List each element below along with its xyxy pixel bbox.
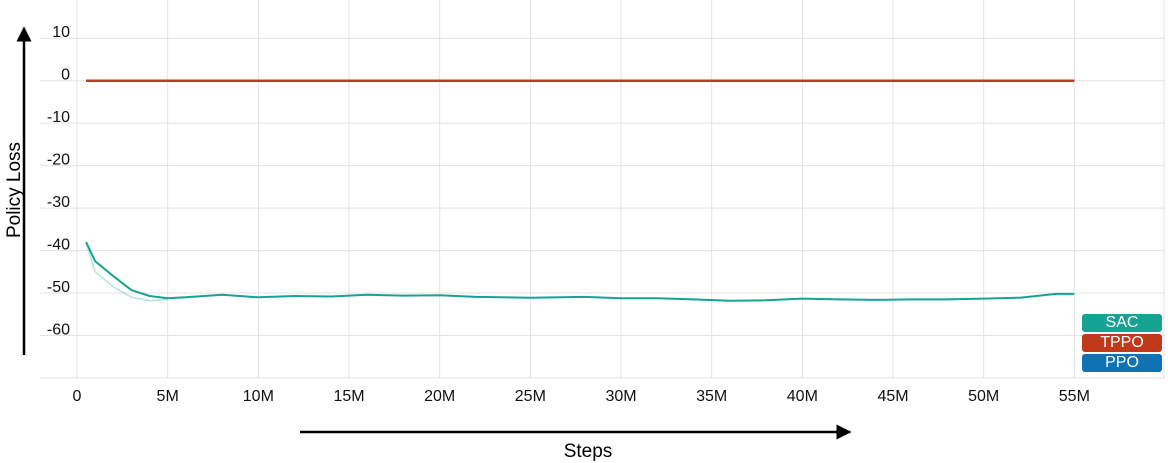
x-tick-label: 55M <box>1059 388 1090 405</box>
x-tick-label: 35M <box>696 388 727 405</box>
x-tick-label: 40M <box>787 388 818 405</box>
grid-lines <box>40 0 1165 379</box>
x-tick-label: 50M <box>968 388 999 405</box>
y-tick-label: 0 <box>61 67 70 84</box>
x-tick-label: 5M <box>157 388 179 405</box>
legend: SAC TPPO PPO <box>1082 314 1162 374</box>
y-tick-label: -20 <box>47 152 70 169</box>
legend-item-sac[interactable]: SAC <box>1082 314 1162 332</box>
x-tick-label: 30M <box>605 388 636 405</box>
y-axis-label: Policy Loss <box>4 142 25 238</box>
axis-arrows <box>16 26 852 440</box>
y-tick-label: -10 <box>47 109 70 126</box>
x-tick-label: 15M <box>333 388 364 405</box>
legend-item-tppo[interactable]: TPPO <box>1082 334 1162 352</box>
series-lines <box>85 79 1075 302</box>
y-tick-label: -40 <box>47 237 70 254</box>
series-line-sac <box>85 241 1075 302</box>
tick-labels: 0 5M 10M 15M 20M 25M 30M 35M 40M 45M 50M 55M 10 0 -10 -… <box>47 24 1090 405</box>
x-tick-label: 20M <box>424 388 455 405</box>
x-tick-label: 45M <box>877 388 908 405</box>
y-tick-label: 10 <box>52 24 70 41</box>
y-tick-label: -50 <box>47 279 70 296</box>
x-tick-label: 25M <box>515 388 546 405</box>
legend-item-ppo[interactable]: PPO <box>1082 354 1162 372</box>
y-tick-label: -30 <box>47 194 70 211</box>
series-line-sac-raw <box>85 241 168 302</box>
y-tick-label: -60 <box>47 322 70 339</box>
x-tick-label: 0 <box>73 388 82 405</box>
x-tick-label: 10M <box>243 388 274 405</box>
x-axis-label: Steps <box>564 441 613 462</box>
